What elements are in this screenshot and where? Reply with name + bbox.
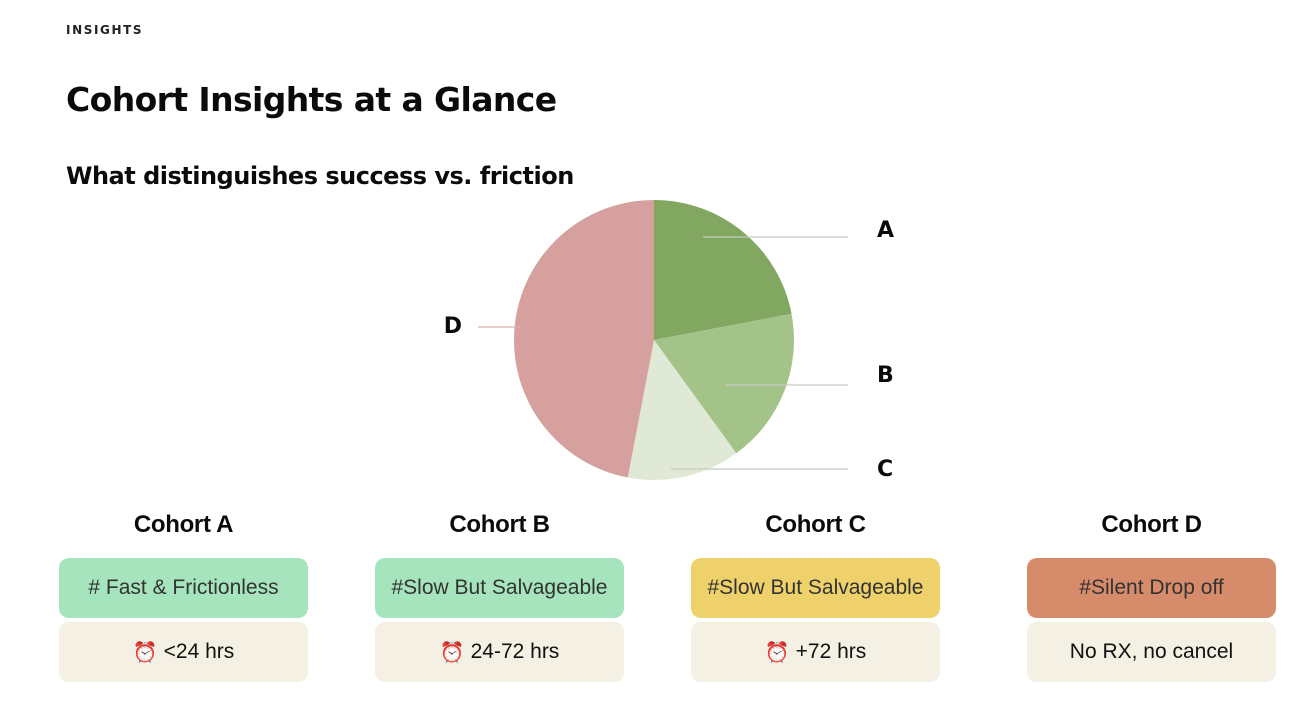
cohort-tag-label: #Slow But Salvageable (707, 576, 924, 599)
section-label: INSIGHTS (66, 23, 144, 37)
cohort-tag: #Slow But Salvageable (375, 558, 624, 618)
pie-label: D (444, 314, 462, 339)
pie-slice-a (654, 200, 792, 340)
cohort-tag: #Silent Drop off (1027, 558, 1276, 618)
cohort-b-card: Cohort B #Slow But Salvageable ⏰ 24-72 h… (375, 508, 624, 682)
pie-label: B (877, 363, 894, 388)
cohort-tag-label: # Fast & Frictionless (88, 576, 279, 599)
pie-slice-d (514, 200, 654, 478)
cohort-heading: Cohort D (1101, 511, 1202, 538)
cohort-timing: ⏰ 24-72 hrs (375, 622, 624, 682)
cohort-tag-label: #Slow But Salvageable (391, 576, 608, 599)
pie-slice-b (654, 313, 794, 454)
cohort-timing: ⏰ <24 hrs (59, 622, 308, 682)
cohort-c-card: Cohort C #Slow But Salvageable ⏰ +72 hrs (691, 508, 940, 682)
cohort-tag: # Fast & Frictionless (59, 558, 308, 618)
cohort-tag: #Slow But Salvageable (691, 558, 940, 618)
cohort-timing: No RX, no cancel (1027, 622, 1276, 682)
pie-label: A (877, 218, 894, 243)
cohort-a-card: Cohort A # Fast & Frictionless ⏰ <24 hrs (59, 508, 308, 682)
alarm-clock-icon: ⏰ (764, 640, 790, 664)
pie-slice-c (627, 340, 737, 480)
cohort-d-card: Cohort D #Silent Drop off No RX, no canc… (1027, 508, 1276, 682)
cohort-heading: Cohort B (449, 511, 550, 538)
cohort-timing: ⏰ +72 hrs (691, 622, 940, 682)
alarm-clock-icon: ⏰ (439, 640, 465, 664)
cohort-tag-label: #Silent Drop off (1079, 576, 1224, 599)
cohort-timing-label: <24 hrs (163, 640, 235, 663)
cohort-timing-label: +72 hrs (795, 640, 867, 663)
cohort-timing-label: 24-72 hrs (470, 640, 560, 663)
page-title: Cohort Insights at a Glance (66, 80, 557, 119)
alarm-clock-icon: ⏰ (132, 640, 158, 664)
cohort-timing-label: No RX, no cancel (1069, 640, 1234, 663)
cohort-heading: Cohort A (133, 511, 234, 538)
pie-label: C (877, 457, 893, 482)
page-subtitle: What distinguishes success vs. friction (66, 162, 574, 190)
cohort-heading: Cohort C (765, 511, 866, 538)
